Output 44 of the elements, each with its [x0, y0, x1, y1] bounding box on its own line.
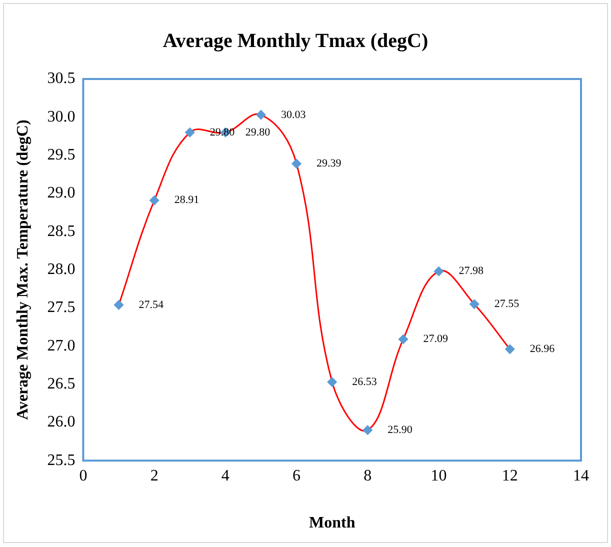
- data-label: 28.91: [174, 194, 200, 206]
- y-tick-label: 29.5: [47, 146, 76, 164]
- y-tick-label: 25.5: [47, 452, 76, 469]
- point: [185, 128, 195, 138]
- data-label: 27.09: [423, 333, 448, 346]
- y-tick-label: 28.0: [47, 261, 76, 278]
- data-label: 26.53: [352, 376, 378, 388]
- y-axis-title: Average Monthly Max. Temperature (degC): [14, 120, 32, 420]
- y-tick-label: 30.0: [47, 108, 76, 126]
- point: [114, 300, 124, 310]
- point: [434, 266, 444, 276]
- y-tick-label: 27.0: [47, 337, 76, 354]
- data-label: 27.55: [494, 298, 520, 310]
- point: [327, 377, 337, 387]
- x-tick-label: 4: [221, 467, 230, 484]
- x-tick-label: 8: [364, 467, 372, 484]
- data-label: 29.39: [316, 158, 342, 170]
- point: [505, 344, 515, 354]
- data-label: 26.96: [530, 343, 556, 356]
- x-tick-label: 2: [150, 467, 158, 484]
- point: [470, 299, 480, 309]
- data-label: 27.98: [458, 265, 484, 278]
- y-tick-label: 30.5: [47, 70, 76, 88]
- y-tick-label: 28.5: [47, 222, 76, 240]
- chart-title: Average Monthly Tmax (degC): [162, 30, 428, 52]
- x-tick-label: 12: [502, 467, 518, 484]
- x-tick-label: 14: [573, 467, 589, 484]
- x-axis-title: Month: [308, 514, 356, 532]
- y-tick-label: 26.0: [47, 414, 76, 431]
- data-label: 27.54: [138, 298, 164, 311]
- y-tick-label: 26.5: [47, 375, 76, 392]
- y-tick-label: 27.5: [47, 299, 76, 316]
- data-label: 29.80: [245, 126, 271, 138]
- data-label: 25.90: [388, 424, 413, 436]
- point: [256, 110, 266, 120]
- point: [398, 334, 408, 344]
- x-tick-label: 10: [430, 467, 447, 484]
- y-tick-label: 29.0: [47, 184, 76, 202]
- point: [362, 425, 372, 435]
- x-tick-label: 6: [292, 467, 301, 484]
- point: [150, 196, 160, 206]
- x-tick-label: 0: [79, 467, 88, 484]
- data-label: 30.03: [280, 108, 306, 121]
- point: [292, 158, 302, 168]
